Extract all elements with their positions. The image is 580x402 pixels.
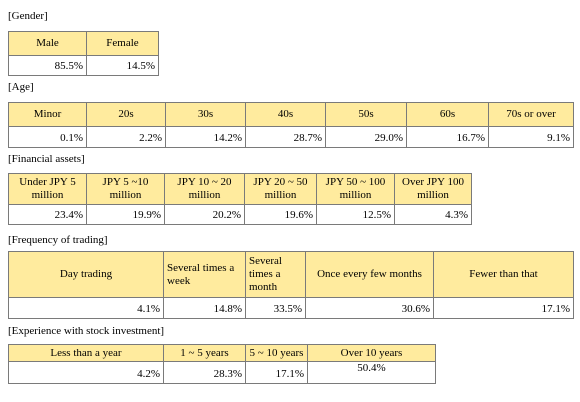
value-male: 85.5%: [8, 55, 87, 76]
header-10-20m: JPY 10 ~ 20 million: [164, 173, 245, 205]
value-50-100m: 12.5%: [316, 204, 395, 225]
header-40s: 40s: [245, 102, 326, 127]
table-frequency-of-trading: Day trading Several times a week Several…: [8, 251, 574, 319]
header-5-10-years: 5 ~ 10 years: [245, 344, 308, 362]
header-70s-or-over: 70s or over: [488, 102, 574, 127]
header-50s: 50s: [325, 102, 407, 127]
header-less-than-a-year: Less than a year: [8, 344, 164, 362]
value-60s: 16.7%: [406, 126, 489, 148]
header-under-5m: Under JPY 5 million: [8, 173, 87, 205]
value-40s: 28.7%: [245, 126, 326, 148]
section-label-age: [Age]: [8, 81, 34, 93]
value-30s: 14.2%: [165, 126, 246, 148]
value-minor: 0.1%: [8, 126, 87, 148]
table-gender: Male Female 85.5% 14.5%: [8, 31, 159, 76]
value-day-trading: 4.1%: [8, 297, 164, 319]
header-male: Male: [8, 31, 87, 56]
value-over-10-years: 50.4%: [307, 361, 436, 384]
value-less-than-a-year: 4.2%: [8, 361, 164, 384]
table-financial-assets: Under JPY 5 million JPY 5 ~10 million JP…: [8, 173, 472, 225]
value-under-5m: 23.4%: [8, 204, 87, 225]
value-50s: 29.0%: [325, 126, 407, 148]
header-5-10m: JPY 5 ~10 million: [86, 173, 165, 205]
value-5-10-years: 17.1%: [245, 361, 308, 384]
header-fewer-than-that: Fewer than that: [433, 251, 574, 298]
value-once-every-few-months: 30.6%: [305, 297, 434, 319]
value-female: 14.5%: [86, 55, 159, 76]
header-once-every-few-months: Once every few months: [305, 251, 434, 298]
table-age: Minor 20s 30s 40s 50s 60s 70s or over 0.…: [8, 102, 574, 148]
header-female: Female: [86, 31, 159, 56]
value-20-50m: 19.6%: [244, 204, 317, 225]
header-1-5-years: 1 ~ 5 years: [163, 344, 246, 362]
header-several-times-a-week: Several times a week: [163, 251, 246, 298]
value-1-5-years: 28.3%: [163, 361, 246, 384]
value-over-100m: 4.3%: [394, 204, 472, 225]
header-30s: 30s: [165, 102, 246, 127]
header-over-10-years: Over 10 years: [307, 344, 436, 362]
value-several-times-a-week: 14.8%: [163, 297, 246, 319]
table-experience: Less than a year 1 ~ 5 years 5 ~ 10 year…: [8, 344, 436, 384]
header-over-100m: Over JPY 100 million: [394, 173, 472, 205]
section-label-frequency-of-trading: [Frequency of trading]: [8, 234, 108, 246]
section-label-experience: [Experience with stock investment]: [8, 325, 165, 337]
section-label-gender: [Gender]: [8, 10, 48, 22]
value-several-times-a-month: 33.5%: [245, 297, 306, 319]
header-50-100m: JPY 50 ~ 100 million: [316, 173, 395, 205]
header-several-times-a-month: Several times a month: [245, 251, 306, 298]
header-minor: Minor: [8, 102, 87, 127]
header-20-50m: JPY 20 ~ 50 million: [244, 173, 317, 205]
value-70s-or-over: 9.1%: [488, 126, 574, 148]
value-5-10m: 19.9%: [86, 204, 165, 225]
value-fewer-than-that: 17.1%: [433, 297, 574, 319]
value-10-20m: 20.2%: [164, 204, 245, 225]
header-day-trading: Day trading: [8, 251, 164, 298]
header-20s: 20s: [86, 102, 166, 127]
section-label-financial-assets: [Financial assets]: [8, 153, 85, 165]
header-60s: 60s: [406, 102, 489, 127]
value-20s: 2.2%: [86, 126, 166, 148]
